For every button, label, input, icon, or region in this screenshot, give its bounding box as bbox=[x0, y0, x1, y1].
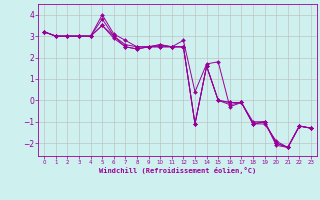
X-axis label: Windchill (Refroidissement éolien,°C): Windchill (Refroidissement éolien,°C) bbox=[99, 167, 256, 174]
